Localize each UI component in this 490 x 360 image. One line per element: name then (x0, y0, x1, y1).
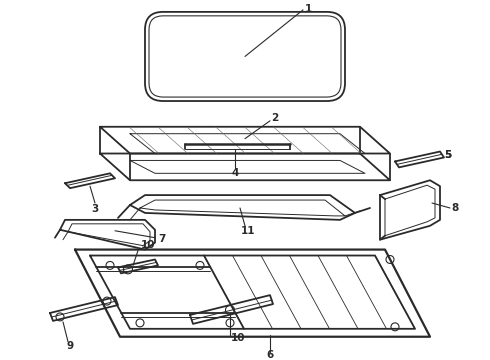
Text: 4: 4 (231, 168, 239, 178)
Text: 8: 8 (451, 203, 459, 213)
Text: 9: 9 (67, 341, 74, 351)
Text: 11: 11 (241, 226, 255, 236)
Text: 3: 3 (91, 204, 98, 214)
Text: 10: 10 (231, 333, 245, 343)
Text: 6: 6 (267, 350, 273, 360)
Text: 2: 2 (271, 113, 279, 123)
Text: 7: 7 (158, 234, 166, 244)
Text: 5: 5 (444, 150, 452, 161)
Text: 5: 5 (444, 150, 452, 161)
Text: 1: 1 (304, 4, 312, 14)
Text: 10: 10 (141, 240, 155, 249)
